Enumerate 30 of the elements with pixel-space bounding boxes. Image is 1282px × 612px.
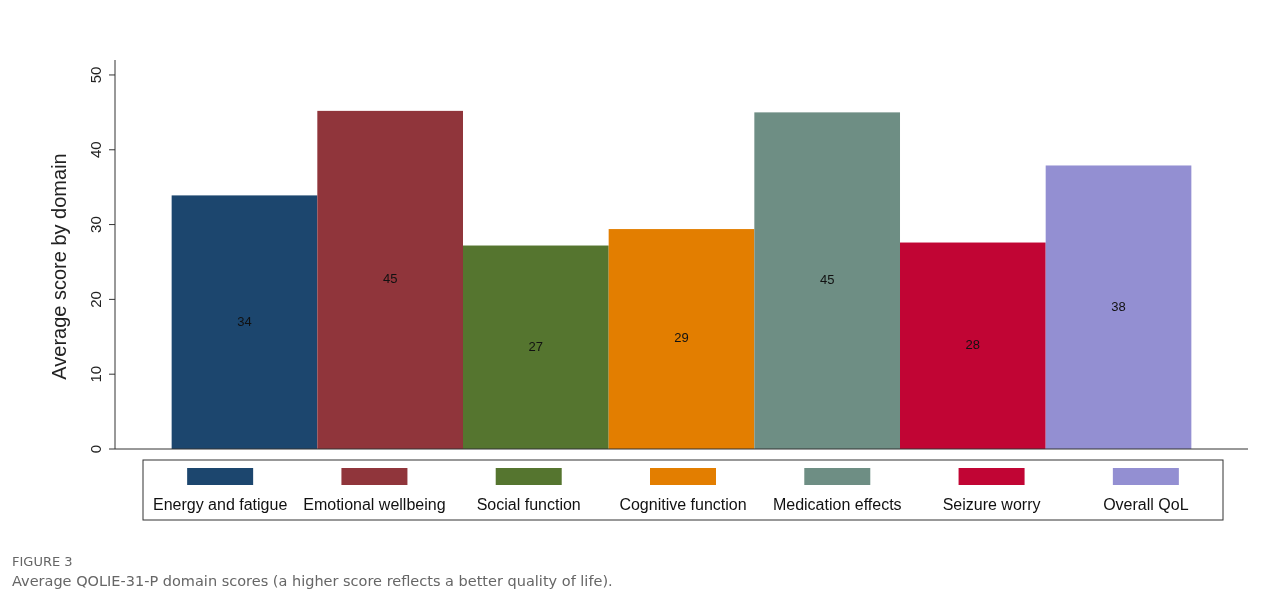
legend-label: Energy and fatigue xyxy=(152,496,288,513)
bar xyxy=(1045,165,1192,449)
bar xyxy=(900,242,1046,449)
y-tick-label: 50 xyxy=(87,66,104,84)
caption: FIGURE 3 xyxy=(12,554,73,569)
y-tick-label: 0 xyxy=(87,444,104,454)
bar xyxy=(317,110,463,449)
data-label: 28 xyxy=(965,337,981,353)
data-label: 45 xyxy=(382,271,398,287)
legend-label: Emotional wellbeing xyxy=(303,496,446,513)
data-label: 45 xyxy=(819,272,835,288)
y-tick-label: 30 xyxy=(87,216,104,233)
legend-label: Social function xyxy=(476,496,581,513)
bar xyxy=(462,245,609,449)
data-label: 29 xyxy=(674,330,689,346)
data-label: 27 xyxy=(528,338,544,354)
y-tick-label: 20 xyxy=(87,291,104,308)
legend-label: Overall QoL xyxy=(1103,496,1189,513)
y-tick-label: 40 xyxy=(87,141,104,159)
bar xyxy=(608,229,755,449)
legend-label: Medication effects xyxy=(772,496,902,513)
text: Average QOLIE-31-P domain scores (a higher score reflects a better quality of life). xyxy=(12,573,613,589)
bar xyxy=(171,195,318,449)
legend-label: Seizure worry xyxy=(942,496,1041,513)
y-tick-label: 10 xyxy=(87,365,104,383)
data-label: 38 xyxy=(1111,298,1126,314)
bar xyxy=(754,112,901,449)
data-label: 34 xyxy=(237,313,252,329)
legend-label: Cognitive function xyxy=(619,496,747,513)
y-axis-title: Average score by domain xyxy=(48,153,70,380)
